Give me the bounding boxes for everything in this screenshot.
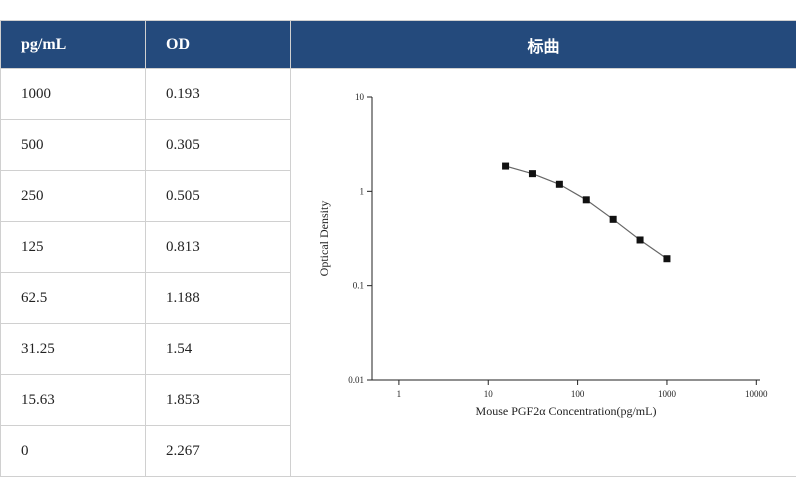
data-point: [502, 162, 510, 170]
table-cell: 1.188: [145, 272, 291, 324]
chart-cell: [290, 68, 796, 477]
table-cell: 500: [0, 119, 146, 171]
table-row: 250 0.505: [0, 170, 796, 222]
data-point: [555, 180, 563, 188]
table-cell: 0.813: [145, 221, 291, 273]
table-row: 15.63 1.853: [0, 374, 796, 426]
data-point: [609, 215, 617, 223]
x-axis-title: Mouse PGF2α Concentration(pg/mL): [476, 404, 657, 418]
header-row: pg/mL OD 标曲: [0, 20, 796, 69]
table-cell: 0.505: [145, 170, 291, 222]
x-tick-label: 10000: [745, 389, 768, 399]
y-tick-label: 1: [360, 186, 365, 196]
table-cell: 0.193: [145, 68, 291, 120]
x-tick-label: 1: [397, 389, 402, 399]
data-point: [663, 255, 671, 263]
x-tick-label: 1000: [658, 389, 677, 399]
table-row: 1000 0.193: [0, 68, 796, 477]
header-cell: pg/mL: [0, 20, 146, 69]
table-cell: 15.63: [0, 374, 146, 426]
data-point: [582, 196, 590, 204]
y-axis-title: Optical Density: [317, 201, 331, 277]
table-row: 31.25 1.54: [0, 323, 796, 375]
table-cell: 62.5: [0, 272, 146, 324]
table-cell: 1000: [0, 68, 146, 120]
x-tick-label: 10: [484, 389, 494, 399]
y-tick-label: 10: [355, 92, 365, 102]
table-cell: 0.305: [145, 119, 291, 171]
y-tick-label: 0.1: [353, 281, 364, 291]
table-row: 500 0.305: [0, 119, 796, 171]
table-cell: 0: [0, 425, 146, 477]
table-cell: 2.267: [145, 425, 291, 477]
y-tick-label: 0.01: [348, 375, 364, 385]
table-body: 1000 0.193 500 0.305 250 0.505 125 0.813 62.5 1.1…: [0, 68, 796, 477]
curve: [505, 165, 668, 260]
data-table: pg/mL OD 标曲 1000 0.193 500 0.305 250 0.505 125…: [0, 20, 796, 477]
x-tick-label: 100: [571, 389, 585, 399]
data-point: [528, 170, 536, 178]
table-row: 0 2.267: [0, 425, 796, 477]
data-point: [636, 236, 644, 244]
table-cell: 1.853: [145, 374, 291, 426]
table-row: 62.5 1.188: [0, 272, 796, 324]
